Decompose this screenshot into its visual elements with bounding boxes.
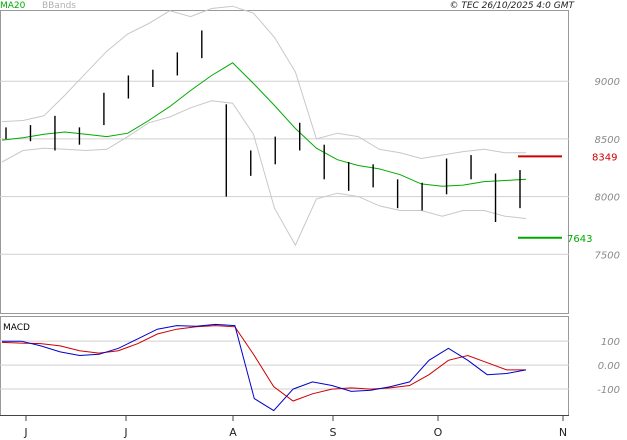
legend-bbands: BBands <box>42 1 76 11</box>
x-tick-label: J <box>23 426 27 439</box>
price-tick-label: 7500 <box>595 250 620 261</box>
x-tick-label: O <box>434 426 443 439</box>
macd-y-ticks: 100 0.00 -100 <box>597 337 620 396</box>
bband-lower-line <box>1 100 527 247</box>
copyright-text: © TEC 26/10/2025 4:0 GMT <box>449 1 575 11</box>
macd-title: MACD <box>3 323 30 333</box>
x-tick-label: S <box>330 426 337 439</box>
ma20-line <box>1 62 527 187</box>
price-tick-label: 8500 <box>595 135 620 146</box>
macd-tick-label: 0.00 <box>598 361 620 372</box>
x-tick-label: J <box>123 426 127 439</box>
macd-grid <box>0 340 569 390</box>
macd-tick-label: -100 <box>597 385 620 396</box>
macd-line <box>2 323 527 412</box>
bband-upper-line <box>1 5 526 160</box>
price-tick-label: 9000 <box>595 77 620 88</box>
support-resistance-levels: 8349 7643 <box>518 152 617 245</box>
x-tick-label: A <box>229 426 237 439</box>
macd-lines <box>1 323 527 412</box>
price-panel-frame <box>0 10 569 314</box>
macd-panel-frame <box>0 316 569 416</box>
ma20-polyline <box>1 62 527 187</box>
legend-ma20: MA20 <box>0 1 26 11</box>
x-tick-label: N <box>559 426 567 439</box>
signal-line <box>1 325 526 402</box>
macd-tick-label: 100 <box>601 337 620 348</box>
price-grid <box>0 80 569 255</box>
price-y-ticks: 7500 8000 8500 9000 <box>595 77 620 261</box>
bbands <box>1 5 527 247</box>
ohlc-bars <box>5 30 521 222</box>
support-label: 7643 <box>567 234 592 245</box>
price-tick-label: 8000 <box>595 193 620 204</box>
resistance-label: 8349 <box>592 152 617 163</box>
